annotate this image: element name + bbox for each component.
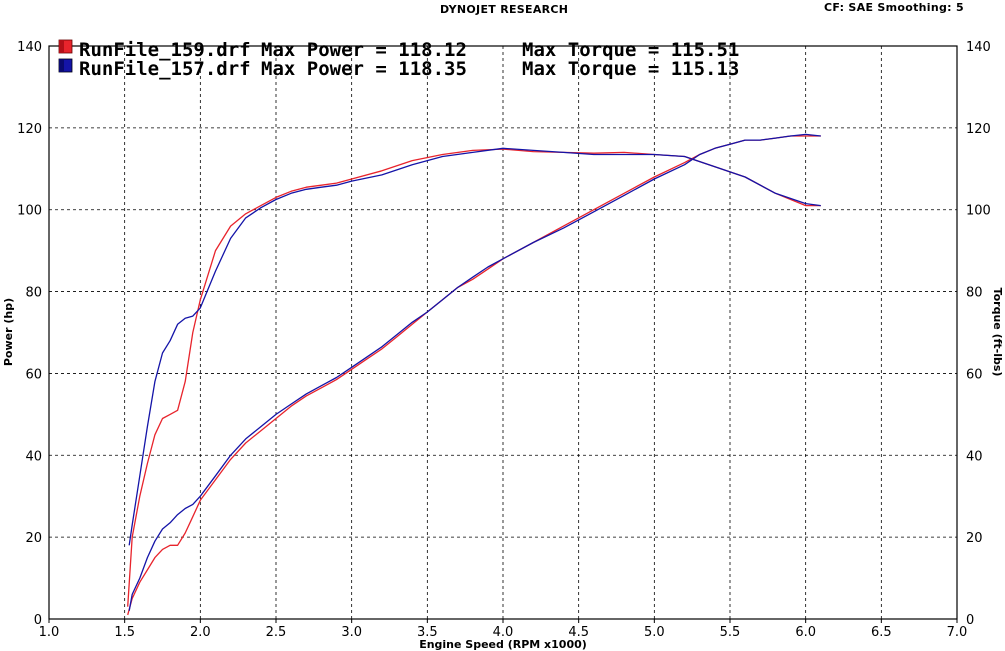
series-line-power-159 xyxy=(127,135,821,616)
y2-tick-label: 80 xyxy=(966,286,983,301)
legend-power-run157: Max Power = 118.35 xyxy=(261,58,467,80)
y2-axis-ticks: 0 20 40 60 80 100 120 140 xyxy=(966,40,991,628)
legend-swatch-run159-shade xyxy=(59,40,64,53)
x-tick-label: 4.5 xyxy=(568,625,589,640)
x-tick-label: 7.0 xyxy=(947,625,968,640)
y2-tick-label: 120 xyxy=(966,122,991,137)
legend-torque-run159: Max Torque = 115.51 xyxy=(522,39,739,61)
legend-power-run159: Max Power = 118.12 xyxy=(261,39,467,61)
y2-tick-label: 60 xyxy=(966,367,983,382)
series-lines xyxy=(127,133,821,616)
x-tick-label: 2.5 xyxy=(266,625,287,640)
x-tick-label: 3.5 xyxy=(417,625,438,640)
y-tick-label: 0 xyxy=(34,613,42,628)
y2-tick-label: 140 xyxy=(966,40,991,55)
x-tick-label: 1.0 xyxy=(39,625,60,640)
x-tick-label: 1.5 xyxy=(114,625,135,640)
x-tick-label: 5.5 xyxy=(720,625,741,640)
x-tick-label: 2.0 xyxy=(190,625,211,640)
chart-title: DYNOJET RESEARCH xyxy=(440,3,569,16)
legend-torque-run157: Max Torque = 115.13 xyxy=(522,58,739,80)
legend-file-run157: RunFile_157.drf xyxy=(79,58,251,80)
y2-tick-label: 0 xyxy=(966,613,974,628)
y-tick-label: 40 xyxy=(25,449,42,464)
y2-tick-label: 20 xyxy=(966,531,983,546)
legend: RunFile_159.drf Max Power = 118.12 Max T… xyxy=(58,39,739,80)
grid xyxy=(49,46,957,619)
y-tick-label: 20 xyxy=(25,531,42,546)
y-tick-label: 100 xyxy=(17,204,42,219)
y-axis-label: Power (hp) xyxy=(2,298,15,366)
x-tick-label: 6.5 xyxy=(871,625,892,640)
y-tick-label: 120 xyxy=(17,122,42,137)
y2-tick-label: 100 xyxy=(966,204,991,219)
y2-axis-label: Torque (ft-lbs) xyxy=(991,288,1004,377)
y2-tick-label: 40 xyxy=(966,449,983,464)
series-line-torque-159 xyxy=(127,148,821,607)
series-line-torque-157 xyxy=(128,147,821,546)
legend-swatch-run157-shade xyxy=(59,59,64,72)
legend-file-run159: RunFile_159.drf xyxy=(79,39,251,61)
x-axis-label: Engine Speed (RPM x1000) xyxy=(419,638,587,651)
x-tick-label: 4.0 xyxy=(493,625,514,640)
y-tick-label: 140 xyxy=(17,40,42,55)
settings-label: CF: SAE Smoothing: 5 xyxy=(824,1,964,14)
y-tick-label: 60 xyxy=(25,367,42,382)
x-axis-ticks: 1.0 1.5 2.0 2.5 3.0 3.5 4.0 4.5 5.0 5.5 6.0 6.5 7.0 xyxy=(39,619,968,640)
y-axis-ticks: 0 20 40 60 80 100 120 140 xyxy=(17,40,42,628)
y-tick-label: 80 xyxy=(25,286,42,301)
x-tick-label: 3.0 xyxy=(341,625,362,640)
x-tick-label: 6.0 xyxy=(795,625,816,640)
x-tick-label: 5.0 xyxy=(644,625,665,640)
legend-entry-run157: RunFile_157.drf Max Power = 118.35 Max T… xyxy=(58,58,739,80)
legend-entry-run159: RunFile_159.drf Max Power = 118.12 Max T… xyxy=(58,39,739,61)
series-line-power-157 xyxy=(128,133,821,611)
